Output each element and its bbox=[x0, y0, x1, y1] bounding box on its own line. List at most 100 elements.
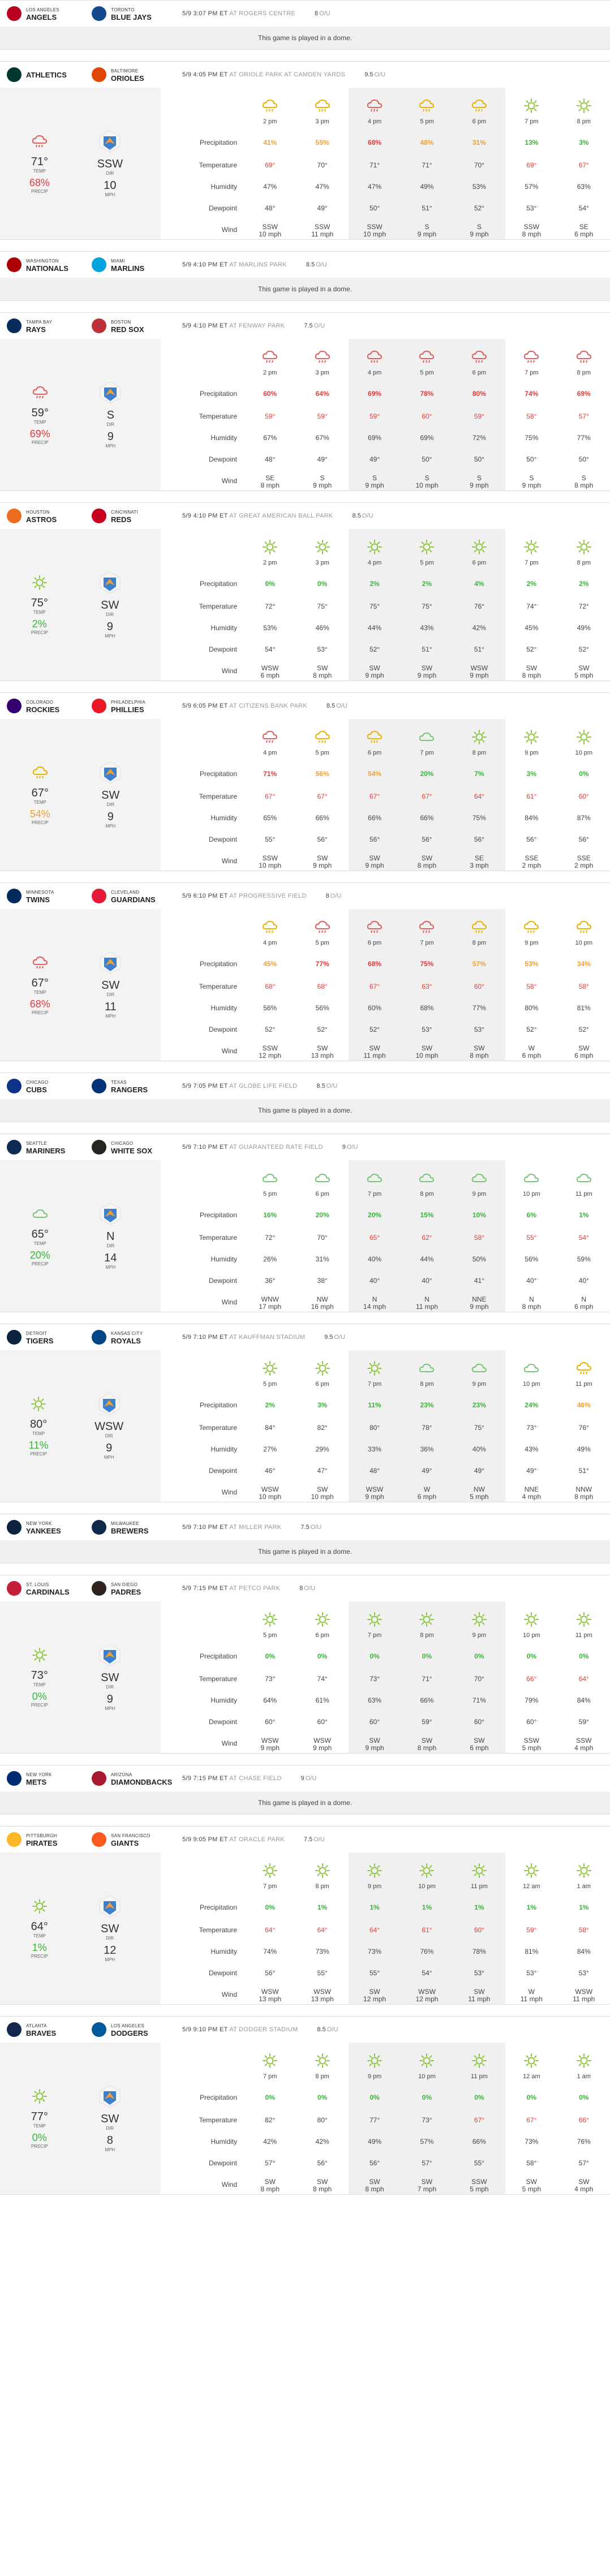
game-header: TAMPA BAY RAYS BOSTON RED SOX 5/9 4:10 PM ET… bbox=[0, 313, 610, 339]
summary-temp-block: 65° TEMP 20% PRECIP bbox=[30, 1206, 50, 1267]
hour-label: 5 pm bbox=[315, 749, 329, 756]
away-team[interactable]: ATHLETICS bbox=[7, 67, 92, 82]
summary-temp-label: TEMP bbox=[32, 1431, 45, 1436]
away-team[interactable]: MINNESOTA TWINS bbox=[7, 889, 92, 903]
home-team[interactable]: MIAMI MARLINS bbox=[92, 257, 177, 272]
summary-dir-label: DIR bbox=[106, 1243, 115, 1248]
away-team[interactable]: PITTSBURGH PIRATES bbox=[7, 1832, 92, 1847]
partly-icon bbox=[470, 919, 488, 935]
hour-label: 4 pm bbox=[263, 749, 277, 756]
cell-precip: 1% bbox=[579, 1211, 589, 1219]
cell-humidity: 49% bbox=[577, 624, 591, 632]
home-team-nickname: ROYALS bbox=[111, 1337, 141, 1345]
home-team[interactable]: SAN DIEGO PADRES bbox=[92, 1581, 177, 1596]
row-label-precip: Precipitation bbox=[199, 1401, 237, 1409]
home-team[interactable]: PHILADELPHIA PHILLIES bbox=[92, 699, 177, 713]
cell-temp: 71° bbox=[369, 161, 380, 169]
away-team[interactable]: ST. LOUIS CARDINALS bbox=[7, 1581, 92, 1596]
away-team-logo-icon bbox=[7, 1581, 22, 1596]
home-team[interactable]: CHICAGO WHITE SOX bbox=[92, 1140, 177, 1155]
home-team-nickname: RED SOX bbox=[111, 325, 144, 334]
away-team[interactable]: WASHINGTON NATIONALS bbox=[7, 257, 92, 272]
game-time: 5/9 4:10 PM ET bbox=[182, 322, 228, 329]
cell-wind: WSW 9 mph bbox=[470, 664, 489, 679]
home-team[interactable]: SAN FRANCISCO GIANTS bbox=[92, 1832, 177, 1847]
summary-mph-label: MPH bbox=[105, 1706, 115, 1711]
cell-humidity: 72% bbox=[472, 434, 486, 442]
away-team[interactable]: SEATTLE MARINERS bbox=[7, 1140, 92, 1155]
home-team[interactable]: CINCINNATI REDS bbox=[92, 509, 177, 523]
hour-label: 5 pm bbox=[420, 118, 434, 125]
over-under: 7.5 O/U bbox=[304, 1836, 325, 1843]
cell-temp: 73° bbox=[422, 2116, 432, 2124]
cell-wind: SSW 12 mph bbox=[259, 1044, 282, 1059]
home-team[interactable]: TEXAS RANGERS bbox=[92, 1079, 177, 1093]
away-team[interactable]: NEW YORK YANKEES bbox=[7, 1520, 92, 1535]
away-team[interactable]: COLORADO ROCKIES bbox=[7, 699, 92, 713]
sun-icon bbox=[418, 2053, 436, 2069]
cell-precip: 78% bbox=[420, 390, 434, 398]
away-team-nickname: TIGERS bbox=[26, 1337, 54, 1345]
home-team[interactable]: MILWAUKEE BREWERS bbox=[92, 1520, 177, 1535]
weather-panel: 71° TEMP 68% PRECIP SSW DIR 10 MPH Precipitation… bbox=[0, 88, 610, 239]
hour-column: 1 am 0% 66° 76% 57° SW 4 mph bbox=[558, 2043, 610, 2194]
hour-column: 10 pm 1% 61° 76% 54° WSW 12 mph bbox=[401, 1853, 453, 2004]
over-under: 8.5 O/U bbox=[327, 703, 347, 709]
game-card: NEW YORK YANKEES MILWAUKEE BREWERS 5/9 7:10 … bbox=[0, 1514, 610, 1563]
cell-precip: 16% bbox=[263, 1211, 277, 1219]
rain-icon bbox=[470, 349, 488, 365]
cell-wind: NNE 4 mph bbox=[522, 1485, 541, 1501]
cell-dewpoint: 40° bbox=[422, 1277, 432, 1285]
sun-icon bbox=[575, 2053, 593, 2069]
cell-precip: 45% bbox=[263, 960, 277, 968]
cell-precip: 0% bbox=[579, 1652, 589, 1660]
cell-humidity: 68% bbox=[420, 1004, 434, 1012]
hour-column: 6 pm 68% 67° 60% 52° SW 11 mph bbox=[348, 909, 401, 1061]
hour-label: 9 pm bbox=[367, 2073, 382, 2080]
summary-precip: 1% bbox=[32, 1941, 47, 1953]
home-team[interactable]: BOSTON RED SOX bbox=[92, 318, 177, 333]
cell-dewpoint: 53° bbox=[474, 1026, 484, 1033]
hour-label: 8 pm bbox=[420, 1191, 434, 1197]
away-team[interactable]: CHICAGO CUBS bbox=[7, 1079, 92, 1093]
cell-dewpoint: 51° bbox=[422, 645, 432, 653]
cell-dewpoint: 40° bbox=[578, 1277, 589, 1285]
home-team[interactable]: ARIZONA DIAMONDBACKS bbox=[92, 1771, 177, 1786]
cell-precip: 71% bbox=[263, 770, 277, 778]
cell-temp: 73° bbox=[526, 1424, 537, 1432]
over-under-label: O/U bbox=[313, 322, 325, 329]
away-team-city: DETROIT bbox=[26, 1331, 48, 1336]
away-team-logo-icon bbox=[7, 1330, 22, 1345]
hour-column: 5 pm 2% 84° 27% 46° WSW 10 mph bbox=[244, 1350, 296, 1502]
away-team[interactable]: TAMPA BAY RAYS bbox=[7, 318, 92, 333]
game-info: 5/9 7:15 PM ET AT CHASE FIELD bbox=[182, 1775, 282, 1782]
away-team[interactable]: DETROIT TIGERS bbox=[7, 1330, 92, 1345]
cell-temp: 70° bbox=[317, 161, 328, 169]
summary-mph-label: MPH bbox=[105, 1014, 116, 1019]
cell-temp: 58° bbox=[526, 412, 537, 420]
dome-notice: This game is played in a dome. bbox=[0, 1540, 610, 1563]
away-team[interactable]: NEW YORK METS bbox=[7, 1771, 92, 1786]
hour-label: 8 pm bbox=[577, 118, 591, 125]
cloud-icon bbox=[522, 1170, 540, 1186]
cell-temp: 61° bbox=[526, 792, 537, 800]
home-team-city: TORONTO bbox=[111, 7, 135, 12]
rain-icon bbox=[366, 98, 384, 114]
cell-dewpoint: 51° bbox=[474, 645, 484, 653]
away-team[interactable]: ATLANTA BRAVES bbox=[7, 2022, 92, 2037]
hour-column: 8 pm 15% 62° 44% 40° N 11 mph bbox=[401, 1160, 453, 1312]
cell-humidity: 43% bbox=[420, 624, 434, 632]
summary-wind-block: SW DIR 11 MPH bbox=[98, 951, 122, 1019]
hour-label: 7 pm bbox=[420, 940, 434, 946]
away-team[interactable]: LOS ANGELES ANGELS bbox=[7, 6, 92, 21]
home-team[interactable]: KANSAS CITY ROYALS bbox=[92, 1330, 177, 1345]
home-team[interactable]: CLEVELAND GUARDIANS bbox=[92, 889, 177, 903]
cell-temp: 74° bbox=[317, 1675, 328, 1683]
away-team[interactable]: HOUSTON ASTROS bbox=[7, 509, 92, 523]
home-team-name: CHICAGO WHITE SOX bbox=[111, 1140, 152, 1155]
home-team[interactable]: TORONTO BLUE JAYS bbox=[92, 6, 177, 21]
home-team[interactable]: LOS ANGELES DODGERS bbox=[92, 2022, 177, 2037]
home-team[interactable]: BALTIMORE ORIOLES bbox=[92, 67, 177, 82]
partly-icon bbox=[470, 98, 488, 114]
cell-wind: SW 8 mph bbox=[470, 1044, 489, 1059]
